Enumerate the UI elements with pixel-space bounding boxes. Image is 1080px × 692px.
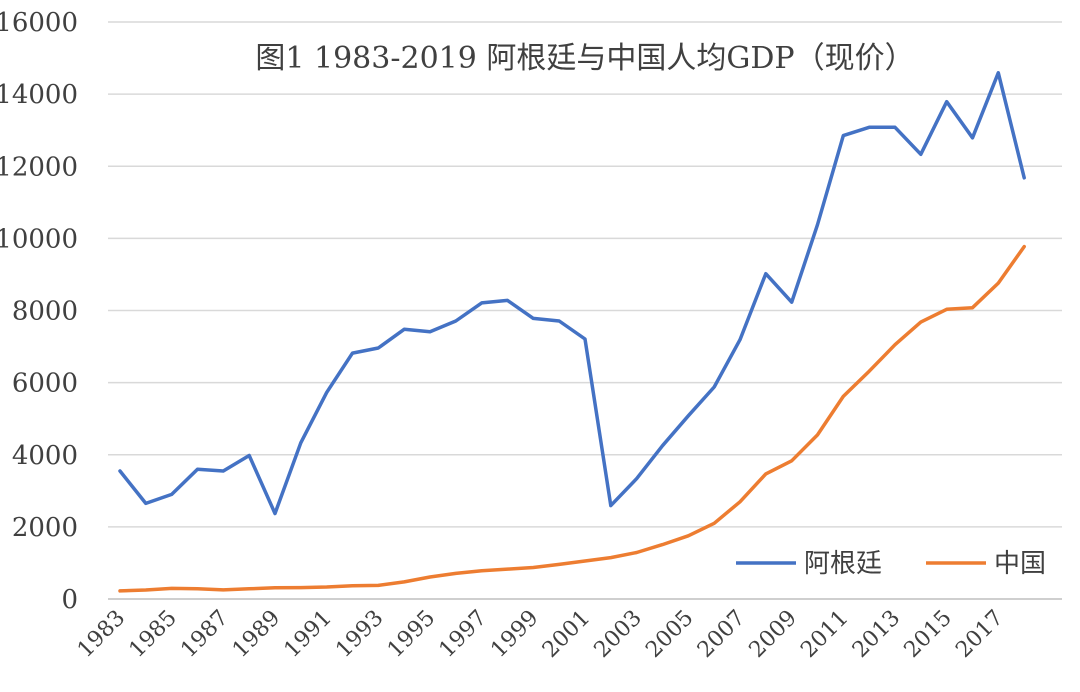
series-line-1	[118, 244, 1026, 593]
y-tick-label: 12000	[0, 152, 78, 182]
x-tick-label: 1983	[73, 606, 130, 663]
y-tick-label: 16000	[0, 8, 78, 38]
x-tick-label: 1987	[176, 606, 233, 663]
y-tick-label: 10000	[0, 224, 78, 254]
y-tick-label: 6000	[12, 369, 78, 399]
legend-label-1: 中国	[994, 549, 1046, 579]
x-tick-label: 2013	[848, 606, 905, 663]
x-tick-label: 2009	[745, 606, 802, 663]
x-tick-label: 1993	[331, 606, 388, 663]
x-tick-label: 1991	[280, 606, 337, 663]
y-tick-label: 8000	[12, 297, 78, 327]
y-tick-label: 0	[61, 585, 78, 615]
x-tick-label: 2011	[796, 606, 853, 663]
x-tick-label: 1999	[486, 606, 543, 663]
x-tick-label: 1985	[125, 606, 182, 663]
y-tick-label: 4000	[12, 441, 78, 471]
x-tick-label: 2017	[951, 606, 1008, 663]
x-tick-label: 1989	[228, 606, 285, 663]
legend-label-0: 阿根廷	[804, 549, 882, 579]
y-tick-label: 2000	[12, 513, 78, 543]
y-axis-ticks: 0 2000 4000 6000 8000 10000 12000 14000 16000	[0, 8, 78, 615]
series-line-0	[118, 71, 1026, 516]
x-axis-ticks: 1983198519871989199119931995199719992001…	[73, 606, 1009, 663]
x-tick-label: 2015	[900, 606, 957, 663]
gridlines	[108, 21, 1062, 528]
x-tick-label: 2003	[590, 606, 647, 663]
x-tick-label: 1995	[383, 606, 440, 663]
legend: 阿根廷 中国	[736, 549, 1046, 579]
x-tick-label: 2007	[693, 606, 750, 663]
chart-title: 图1 1983-2019 阿根廷与中国人均GDP（现价）	[255, 41, 914, 76]
x-tick-label: 1997	[435, 606, 492, 663]
x-tick-label: 2001	[538, 606, 595, 663]
series-layer	[118, 71, 1026, 593]
y-tick-label: 14000	[0, 80, 78, 110]
x-tick-label: 2005	[641, 606, 698, 663]
